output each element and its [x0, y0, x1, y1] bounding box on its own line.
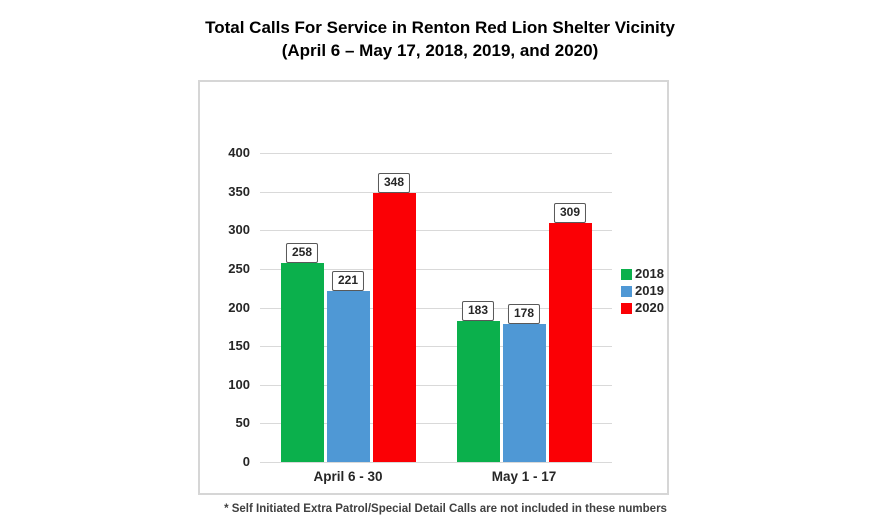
legend-label-2020: 2020 [635, 300, 664, 315]
chart-title-line1: Total Calls For Service in Renton Red Li… [205, 18, 675, 37]
legend-item-2020: 2020 [621, 301, 664, 315]
legend-item-2018: 2018 [621, 267, 664, 281]
x-axis-label-april-6-30: April 6 - 30 [313, 469, 383, 484]
legend-swatch-2020 [621, 302, 632, 314]
gridline-400 [260, 153, 612, 154]
y-tick-label-50: 50 [235, 415, 250, 430]
gridline-300 [260, 230, 612, 231]
legend-item-2019: 2019 [621, 284, 664, 298]
legend-label-2019: 2019 [635, 283, 664, 298]
data-label-2020-may-1-17: 309 [553, 203, 587, 223]
bar-2018-april-6-30: 258 [280, 243, 324, 462]
bar-2019-april-6-30: 221 [326, 271, 370, 462]
y-tick-label-300: 300 [228, 222, 250, 237]
gridline-0 [260, 462, 612, 463]
legend-swatch-2019 [621, 285, 632, 297]
gridline-50 [260, 423, 612, 424]
y-tick-label-250: 250 [228, 261, 250, 276]
data-label-2020-april-6-30: 348 [377, 173, 411, 193]
y-tick-label-350: 350 [228, 184, 250, 199]
legend: 2018 2019 2020 [621, 267, 664, 315]
category-group-may-1-17: 183 178 309 [436, 153, 612, 462]
plot-area: 258 221 348 183 178 309 [260, 153, 612, 462]
gridline-250 [260, 269, 612, 270]
data-label-2018-may-1-17: 183 [461, 301, 495, 321]
gridline-200 [260, 308, 612, 309]
bar-2019-may-1-17: 178 [502, 304, 546, 462]
legend-swatch-2018 [621, 268, 632, 280]
data-label-2019-may-1-17: 178 [507, 304, 541, 324]
chart-area: 0 50 100 150 200 250 300 350 400 258 221 348 183 178… [198, 80, 669, 495]
legend-label-2018: 2018 [635, 266, 664, 281]
chart-title: Total Calls For Service in Renton Red Li… [0, 16, 880, 62]
gridline-150 [260, 346, 612, 347]
data-label-2019-april-6-30: 221 [331, 271, 365, 291]
y-tick-label-100: 100 [228, 377, 250, 392]
y-tick-label-150: 150 [228, 338, 250, 353]
bar-2020-may-1-17: 309 [548, 203, 592, 462]
y-tick-label-200: 200 [228, 300, 250, 315]
y-tick-label-0: 0 [242, 454, 250, 469]
gridline-350 [260, 192, 612, 193]
y-tick-label-400: 400 [228, 145, 250, 160]
chart-title-line2: (April 6 – May 17, 2018, 2019, and 2020) [281, 41, 599, 60]
bar-2018-may-1-17: 183 [456, 301, 500, 462]
x-axis-labels: April 6 - 30 May 1 - 17 [260, 469, 612, 484]
footnote: * Self Initiated Extra Patrol/Special De… [224, 503, 667, 515]
gridline-100 [260, 385, 612, 386]
bar-2020-april-6-30: 348 [372, 173, 416, 462]
category-group-april-6-30: 258 221 348 [260, 153, 436, 462]
x-axis-label-may-1-17: May 1 - 17 [491, 469, 557, 484]
data-label-2018-april-6-30: 258 [285, 243, 319, 263]
